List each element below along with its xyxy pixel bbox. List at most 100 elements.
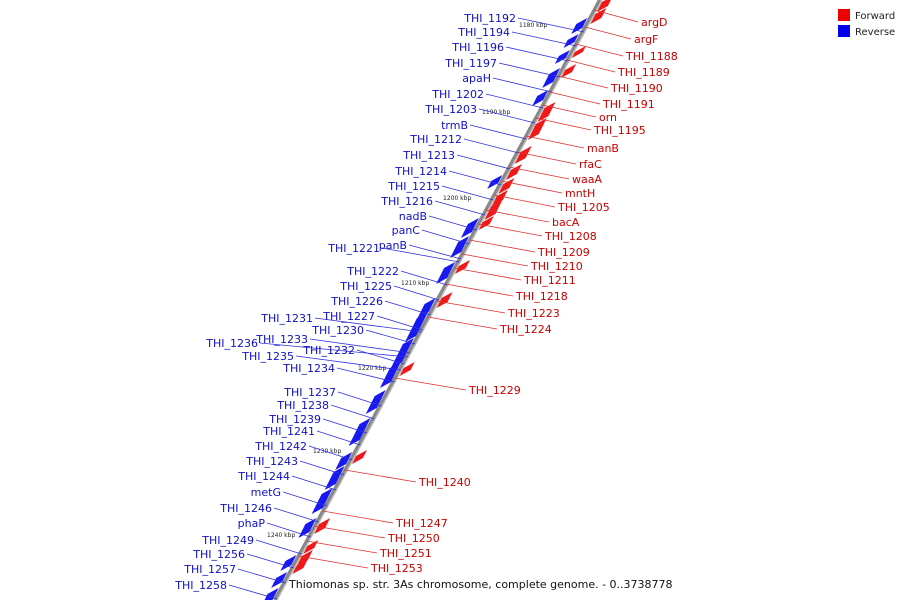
reverse-feature[interactable] xyxy=(563,34,579,48)
forward-feature[interactable] xyxy=(491,190,508,206)
gene-label[interactable]: THI_1227 xyxy=(322,310,375,323)
gene-label[interactable]: panC xyxy=(392,224,421,237)
gene-label[interactable]: THI_1251 xyxy=(379,547,432,560)
reverse-feature[interactable] xyxy=(450,236,470,258)
gene-label[interactable]: apaH xyxy=(462,72,491,85)
gene-label[interactable]: nadB xyxy=(399,210,427,223)
gene-label[interactable]: THI_1213 xyxy=(402,149,455,162)
gene-label[interactable]: THI_1191 xyxy=(602,98,655,111)
gene-label[interactable]: THI_1237 xyxy=(283,386,336,399)
forward-feature[interactable] xyxy=(596,0,613,12)
reverse-feature[interactable] xyxy=(262,588,279,600)
gene-label[interactable]: THI_1257 xyxy=(183,563,236,576)
gene-label[interactable]: THI_1236 xyxy=(205,337,258,350)
gene-label[interactable]: THI_1231 xyxy=(260,312,313,325)
reverse-feature[interactable] xyxy=(532,90,549,106)
forward-feature[interactable] xyxy=(399,362,415,376)
forward-feature[interactable] xyxy=(454,260,470,274)
gene-label[interactable]: THI_1197 xyxy=(444,57,497,70)
gene-label[interactable]: THI_1218 xyxy=(515,290,568,303)
forward-feature[interactable] xyxy=(303,540,319,554)
reverse-feature[interactable] xyxy=(271,572,288,588)
gene-label[interactable]: orn xyxy=(599,111,617,124)
gene-label[interactable]: THI_1258 xyxy=(174,579,227,592)
reverse-feature[interactable] xyxy=(390,338,414,368)
gene-label[interactable]: THI_1195 xyxy=(593,124,646,137)
gene-label[interactable]: THI_1214 xyxy=(394,165,447,178)
forward-feature[interactable] xyxy=(571,46,586,58)
gene-label[interactable]: THI_1211 xyxy=(523,274,576,287)
gene-label[interactable]: THI_1244 xyxy=(237,470,290,483)
gene-label[interactable]: THI_1223 xyxy=(507,307,560,320)
gene-label[interactable]: THI_1221 xyxy=(327,242,380,255)
gene-label[interactable]: THI_1190 xyxy=(610,82,663,95)
gene-label[interactable]: THI_1246 xyxy=(219,502,272,515)
reverse-feature[interactable] xyxy=(417,298,436,318)
gene-label[interactable]: THI_1212 xyxy=(409,133,462,146)
gene-label[interactable]: THI_1189 xyxy=(617,66,670,79)
gene-label[interactable]: THI_1232 xyxy=(302,344,355,357)
gene-label[interactable]: panB xyxy=(379,239,407,252)
forward-feature[interactable] xyxy=(484,200,503,220)
gene-label[interactable]: bacA xyxy=(552,216,580,229)
gene-label[interactable]: rfaC xyxy=(579,158,602,171)
gene-label[interactable]: THI_1233 xyxy=(255,333,308,346)
gene-label[interactable]: argD xyxy=(641,16,668,29)
gene-label[interactable]: THI_1243 xyxy=(245,455,298,468)
gene-label[interactable]: mntH xyxy=(565,187,595,200)
reverse-feature[interactable] xyxy=(554,50,570,64)
reverse-feature[interactable] xyxy=(379,362,401,388)
forward-feature[interactable] xyxy=(352,450,367,464)
gene-label[interactable]: THI_1247 xyxy=(395,517,448,530)
forward-feature[interactable] xyxy=(292,560,308,574)
forward-feature[interactable] xyxy=(514,146,532,164)
reverse-feature[interactable] xyxy=(348,418,371,446)
gene-label[interactable]: THI_1230 xyxy=(311,324,364,337)
forward-feature[interactable] xyxy=(527,118,547,140)
gene-label[interactable]: THI_1196 xyxy=(451,41,504,54)
gene-label[interactable]: THI_1226 xyxy=(330,295,383,308)
gene-label[interactable]: THI_1209 xyxy=(537,246,590,259)
gene-label[interactable]: THI_1235 xyxy=(241,350,294,363)
gene-label[interactable]: THI_1224 xyxy=(499,323,552,336)
gene-label[interactable]: THI_1238 xyxy=(276,399,329,412)
gene-label[interactable]: THI_1215 xyxy=(387,180,440,193)
gene-label[interactable]: THI_1242 xyxy=(254,440,307,453)
gene-label[interactable]: THI_1241 xyxy=(262,425,315,438)
reverse-feature[interactable] xyxy=(436,262,456,284)
gene-label[interactable]: THI_1210 xyxy=(530,260,583,273)
forward-feature[interactable] xyxy=(314,518,331,534)
gene-label[interactable]: THI_1203 xyxy=(424,103,477,116)
reverse-feature[interactable] xyxy=(365,390,386,414)
gene-label[interactable]: THI_1250 xyxy=(387,532,440,545)
reverse-feature[interactable] xyxy=(542,68,561,88)
reverse-feature[interactable] xyxy=(311,488,333,514)
gene-label[interactable]: argF xyxy=(634,33,658,46)
gene-label[interactable]: trmB xyxy=(441,119,468,132)
reverse-feature[interactable] xyxy=(487,175,503,189)
gene-label[interactable]: THI_1205 xyxy=(557,201,610,214)
gene-label[interactable]: THI_1216 xyxy=(380,195,433,208)
gene-label[interactable]: THI_1229 xyxy=(468,384,521,397)
gene-label[interactable]: THI_1249 xyxy=(201,534,254,547)
reverse-feature[interactable] xyxy=(405,312,428,342)
gene-label[interactable]: phaP xyxy=(238,517,266,530)
gene-label[interactable]: THI_1192 xyxy=(463,12,516,25)
reverse-feature[interactable] xyxy=(335,452,353,470)
gene-label[interactable]: waaA xyxy=(572,173,602,186)
gene-label[interactable]: THI_1225 xyxy=(339,280,392,293)
gene-label[interactable]: THI_1253 xyxy=(370,562,423,575)
gene-label[interactable]: THI_1240 xyxy=(418,476,471,489)
reverse-feature[interactable] xyxy=(324,466,345,490)
reverse-feature[interactable] xyxy=(298,518,317,538)
reverse-feature[interactable] xyxy=(280,555,297,571)
gene-label[interactable]: THI_1208 xyxy=(544,230,597,243)
forward-feature[interactable] xyxy=(561,64,577,78)
forward-feature[interactable] xyxy=(505,164,522,180)
forward-feature[interactable] xyxy=(436,292,453,308)
gene-label[interactable]: manB xyxy=(587,142,619,155)
gene-label[interactable]: THI_1188 xyxy=(625,50,678,63)
forward-feature[interactable] xyxy=(296,550,313,566)
gene-label[interactable]: THI_1202 xyxy=(431,88,484,101)
gene-label[interactable]: metG xyxy=(251,486,281,499)
